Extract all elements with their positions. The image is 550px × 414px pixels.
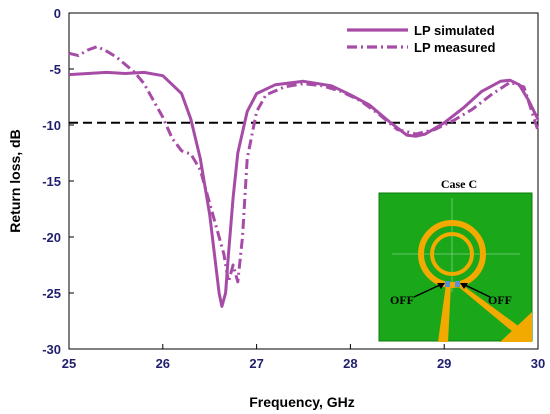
inset-title: Case C — [441, 177, 477, 191]
x-axis: 25 26 27 28 29 30 — [62, 344, 545, 371]
x-axis-label: Frequency, GHz — [249, 394, 355, 410]
x-tick-label: 26 — [156, 356, 170, 371]
legend: LP simulated LP measured — [347, 23, 495, 55]
y-tick-label: -25 — [42, 286, 61, 301]
arrow-right-head — [460, 283, 468, 289]
series-line-lp-simulated — [68, 70, 540, 308]
y-axis-label: Return loss, dB — [7, 129, 23, 232]
feed-line-right — [455, 284, 532, 342]
y-tick-label: -5 — [49, 62, 61, 77]
y-axis: 0 -5 -10 -15 -20 -25 -30 — [42, 6, 74, 357]
antenna-substrate — [378, 192, 533, 342]
outer-ring — [418, 220, 486, 288]
arrow-left — [413, 283, 443, 298]
inner-ring — [430, 232, 474, 276]
switch-state-label-left: OFF — [390, 293, 414, 307]
ground-patch — [500, 312, 532, 342]
y-tick-label: -30 — [42, 342, 61, 357]
x-tick-label: 25 — [62, 356, 76, 371]
switch-left — [445, 281, 450, 287]
feed-line-left — [438, 284, 451, 342]
x-tick-label: 27 — [249, 356, 263, 371]
x-tick-label: 30 — [531, 356, 545, 371]
x-tick-label: 28 — [343, 356, 357, 371]
y-tick-label: -15 — [42, 174, 61, 189]
legend-label-lp-measured: LP measured — [414, 40, 495, 55]
x-tick-label: 29 — [437, 356, 451, 371]
y-tick-label: -20 — [42, 230, 61, 245]
legend-label-lp-simulated: LP simulated — [414, 23, 495, 38]
y-tick-label: -10 — [42, 118, 61, 133]
switch-right — [455, 281, 460, 287]
antenna-inset: Case C OFF OFF — [377, 175, 533, 342]
switch-state-label-right: OFF — [488, 293, 512, 307]
arrow-left-head — [437, 283, 445, 289]
arrow-right — [462, 283, 491, 298]
y-tick-label: 0 — [54, 6, 61, 21]
series-layer — [68, 45, 540, 308]
